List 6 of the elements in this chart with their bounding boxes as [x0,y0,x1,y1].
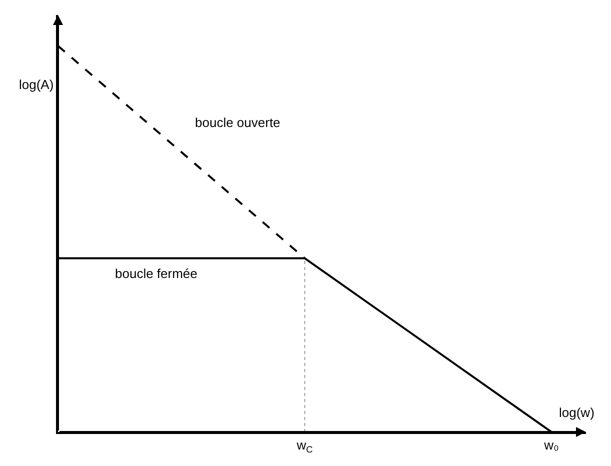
series-label: boucle fermée [115,266,198,281]
y-axis-title: log(A) [19,77,54,92]
x-tick-label: w$_{C}$ [296,438,314,454]
x-tick-label: w₀ [543,438,559,453]
x-axis-title: log(w) [559,405,594,420]
series-label: boucle ouverte [195,115,280,130]
